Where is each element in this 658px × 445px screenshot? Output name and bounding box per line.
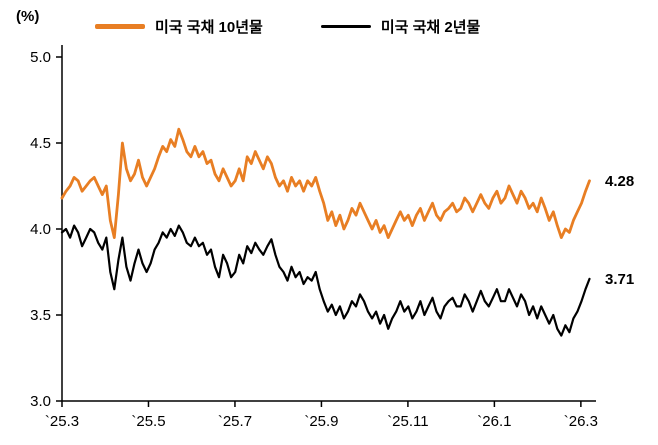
x-tick-label: `25.3 [45,413,79,430]
legend: 미국 국채 10년물 미국 국채 2년물 [95,16,480,37]
y-axis-unit-label: (%) [16,8,40,25]
y-tick-label: 3.0 [30,393,51,410]
x-tick-label: `25.7 [218,413,252,430]
legend-label-2y: 미국 국채 2년물 [380,19,481,36]
end-value-label-2y: 3.71 [605,271,634,288]
y-tick-label: 3.5 [30,307,51,324]
legend-swatch-10y [95,24,145,29]
series-line-2y [60,224,591,337]
legend-swatch-2y [320,25,371,28]
x-tick-label: `26.1 [477,413,511,430]
legend-label-10y: 미국 국채 10년물 [155,19,263,36]
x-tick-label: `26.3 [564,413,598,430]
x-tick-label: `25.11 [387,413,428,430]
y-tick-label: 5.0 [30,49,51,66]
legend-item-10y: 미국 국채 10년물 [95,16,263,37]
y-tick-label: 4.0 [30,221,51,238]
end-value-label-10y: 4.28 [605,173,634,190]
legend-item-2y: 미국 국채 2년물 [320,16,481,37]
y-tick-label: 4.5 [30,135,51,152]
x-tick-label: `25.9 [304,413,338,430]
x-tick-label: `25.5 [131,413,165,430]
series-line-10y [60,127,591,240]
